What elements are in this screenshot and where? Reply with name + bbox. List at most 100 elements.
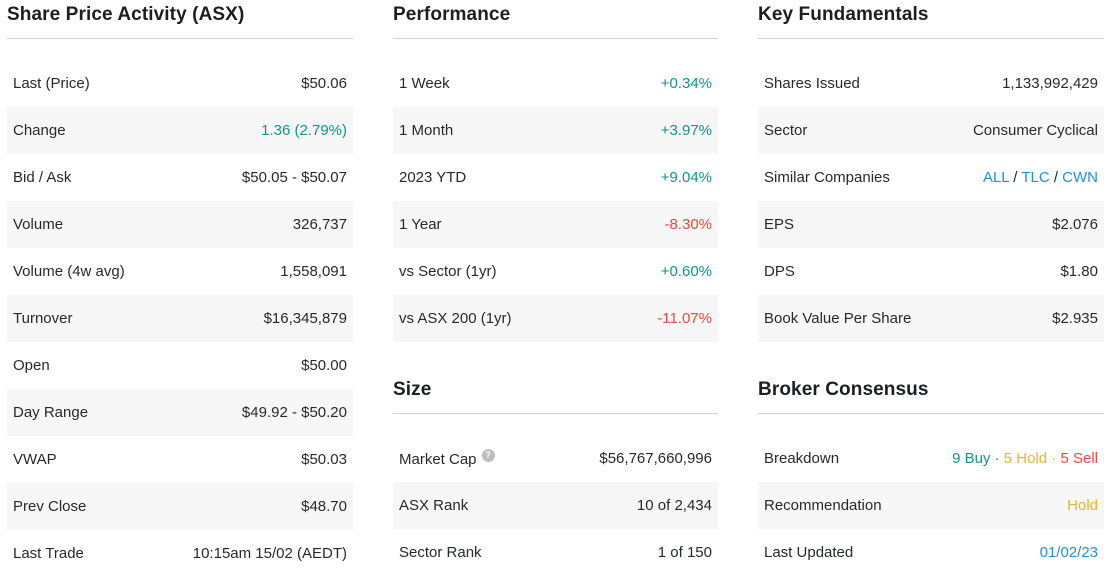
- row-label: Last Updated: [764, 543, 854, 561]
- row-label: Market Cap?: [399, 448, 495, 469]
- table-row: Sector Consumer Cyclical: [758, 107, 1104, 154]
- row-value: $49.92 - $50.20: [241, 403, 347, 421]
- table-row: Similar Companies ALL / TLC / CWN: [758, 154, 1104, 201]
- help-icon[interactable]: ?: [481, 448, 495, 462]
- row-value: $16,345,879: [263, 309, 347, 327]
- similar-company-link-all[interactable]: ALL: [982, 168, 1010, 186]
- table-row: Shares Issued 1,133,992,429: [758, 60, 1104, 107]
- row-value: $50.06: [301, 74, 347, 92]
- section-size: Size Market Cap? $56,767,660,996 ASX Rank 1…: [393, 379, 718, 576]
- row-label: 1 Year: [399, 215, 442, 233]
- table-row: Volume (4w avg) 1,558,091: [7, 248, 353, 295]
- sell-count: 5 Sell: [1060, 449, 1098, 467]
- section-performance: Performance 1 Week +0.34% 1 Month +3.97% 202…: [393, 4, 718, 342]
- table-row: ASX Rank 10 of 2,434: [393, 482, 718, 529]
- table-row: EPS $2.076: [758, 201, 1104, 248]
- key-fundamentals-table: Shares Issued 1,133,992,429 Sector Consumer…: [758, 60, 1104, 342]
- row-label: Last (Price): [13, 74, 90, 92]
- row-value: -11.07%: [657, 309, 712, 327]
- section-title-size: Size: [393, 379, 718, 414]
- table-row: Breakdown 9 Buy · 5 Hold · 5 Sell: [758, 435, 1104, 482]
- table-row: Market Cap? $56,767,660,996: [393, 435, 718, 482]
- section-broker-consensus: Broker Consensus Breakdown 9 Buy · 5 Hold…: [758, 379, 1104, 576]
- row-value: $56,767,660,996: [599, 449, 712, 467]
- buy-count: 9 Buy: [952, 449, 991, 467]
- table-row: Day Range $49.92 - $50.20: [7, 389, 353, 436]
- row-label: EPS: [764, 215, 795, 233]
- row-label: Sector Rank: [399, 543, 482, 561]
- value-part: /: [1049, 168, 1063, 186]
- dot-separator: ·: [1047, 449, 1061, 467]
- section-title-performance: Performance: [393, 4, 718, 39]
- row-value: +3.97%: [660, 121, 712, 139]
- row-value: 1,133,992,429: [1002, 74, 1098, 92]
- row-label: Last Trade: [13, 544, 84, 562]
- dot-separator: ·: [990, 449, 1004, 467]
- row-value: $2.076: [1052, 215, 1098, 233]
- table-row: Last (Price) $50.06: [7, 60, 353, 107]
- row-label: 2023 YTD: [399, 168, 467, 186]
- similar-company-link-tlc[interactable]: TLC: [1021, 168, 1050, 186]
- row-value: 1.36 (2.79%): [261, 121, 347, 139]
- section-title-key-fundamentals: Key Fundamentals: [758, 4, 1104, 39]
- row-value: -8.30%: [664, 215, 712, 233]
- row-value: +9.04%: [660, 168, 712, 186]
- table-row: Bid / Ask $50.05 - $50.07: [7, 154, 353, 201]
- section-title-broker-consensus: Broker Consensus: [758, 379, 1104, 414]
- size-table: Market Cap? $56,767,660,996 ASX Rank 10 of …: [393, 435, 718, 576]
- column-performance-size: Performance 1 Week +0.34% 1 Month +3.97% 202…: [393, 4, 718, 577]
- table-row: VWAP $50.03: [7, 436, 353, 483]
- table-row: Sector Rank 1 of 150: [393, 529, 718, 576]
- table-row: Volume 326,737: [7, 201, 353, 248]
- performance-table: 1 Week +0.34% 1 Month +3.97% 2023 YTD +9.04% 1…: [393, 60, 718, 342]
- table-row: vs ASX 200 (1yr) -11.07%: [393, 295, 718, 342]
- row-value: $48.70: [301, 497, 347, 515]
- row-label: VWAP: [13, 450, 57, 468]
- column-share-price-activity: Share Price Activity (ASX) Last (Price) $…: [7, 4, 353, 577]
- row-label: Shares Issued: [764, 74, 860, 92]
- table-row: 1 Week +0.34%: [393, 60, 718, 107]
- row-label: Volume: [13, 215, 64, 233]
- table-row: Change 1.36 (2.79%): [7, 107, 353, 154]
- table-row: 2023 YTD +9.04%: [393, 154, 718, 201]
- row-value: +0.60%: [660, 262, 712, 280]
- row-value: 1 of 150: [657, 543, 712, 561]
- row-label: Change: [13, 121, 66, 139]
- row-label: vs ASX 200 (1yr): [399, 309, 512, 327]
- row-value: $50.00: [301, 356, 347, 374]
- row-value: $2.935: [1052, 309, 1098, 327]
- row-label: 1 Month: [399, 121, 454, 139]
- row-label: Breakdown: [764, 449, 840, 467]
- row-label: Sector: [764, 121, 808, 139]
- value-part: /: [1009, 168, 1022, 186]
- row-label: Day Range: [13, 403, 89, 421]
- row-value: ALL / TLC / CWN: [983, 169, 1098, 187]
- broker-consensus-table: Breakdown 9 Buy · 5 Hold · 5 Sell Recommen…: [758, 435, 1104, 576]
- table-row: Book Value Per Share $2.935: [758, 295, 1104, 342]
- table-row: Turnover $16,345,879: [7, 295, 353, 342]
- table-row: Recommendation Hold: [758, 482, 1104, 529]
- row-label: vs Sector (1yr): [399, 262, 497, 280]
- row-value: +0.34%: [660, 74, 712, 92]
- row-label: 1 Week: [399, 74, 450, 92]
- row-label: Book Value Per Share: [764, 309, 912, 327]
- share-price-activity-table: Last (Price) $50.06 Change 1.36 (2.79%) Bid …: [7, 60, 353, 577]
- table-row: 1 Month +3.97%: [393, 107, 718, 154]
- similar-company-link-cwn[interactable]: CWN: [1062, 168, 1098, 186]
- row-value: 10 of 2,434: [636, 496, 712, 514]
- table-row: Last Trade 10:15am 15/02 (AEDT): [7, 530, 353, 577]
- section-share-price-activity: Share Price Activity (ASX) Last (Price) $…: [7, 4, 353, 577]
- column-fundamentals-consensus: Key Fundamentals Shares Issued 1,133,992,…: [758, 4, 1104, 577]
- row-label: ASX Rank: [399, 496, 469, 514]
- row-value: $50.03: [301, 450, 347, 468]
- row-value: $1.80: [1060, 262, 1098, 280]
- row-value: Hold: [1067, 496, 1098, 514]
- table-row: Last Updated 01/02/23: [758, 529, 1104, 576]
- row-label: Open: [13, 356, 50, 374]
- row-label: Prev Close: [13, 497, 87, 515]
- row-label: Turnover: [13, 309, 73, 327]
- row-label: DPS: [764, 262, 795, 280]
- row-value: $50.05 - $50.07: [241, 168, 347, 186]
- section-title-share-price-activity: Share Price Activity (ASX): [7, 4, 353, 39]
